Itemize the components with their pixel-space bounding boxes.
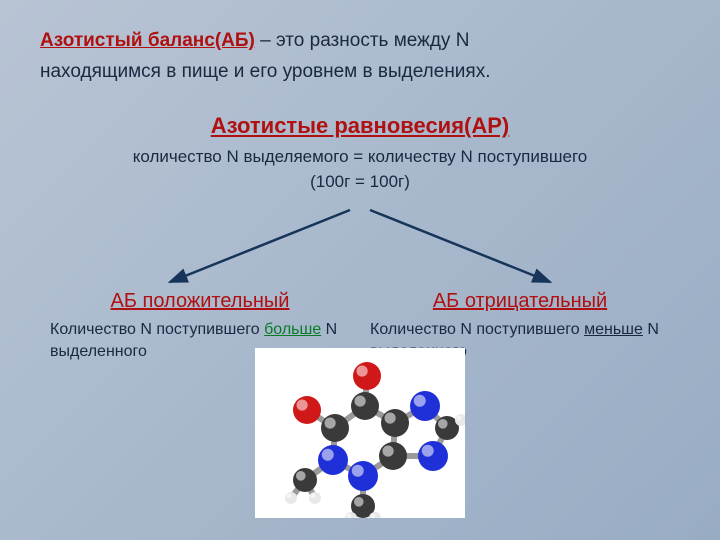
- positive-pre: Количество N поступившего: [50, 321, 264, 338]
- atom-n: [318, 445, 348, 475]
- atom-n: [418, 441, 448, 471]
- atom-c: [381, 409, 409, 437]
- atom-h: [285, 492, 297, 504]
- atom-c: [379, 442, 407, 470]
- positive-accent: больше: [264, 321, 321, 338]
- definition-line-2: находящимся в пище и его уровнем в выдел…: [40, 59, 680, 86]
- atom-n: [410, 391, 440, 421]
- equilibrium-line-1: количество N выделяемого = количеству N …: [40, 145, 680, 170]
- molecule-diagram: [255, 348, 465, 518]
- atom-c: [351, 392, 379, 420]
- term-ab: Азотистый баланс(АБ): [40, 30, 255, 51]
- equilibrium-line-2: (100г = 100г): [40, 170, 680, 195]
- arrow-left: [170, 210, 350, 282]
- atom-c: [321, 414, 349, 442]
- atom-o: [293, 396, 321, 424]
- equilibrium-title: Азотистые равновесия(АР): [40, 113, 680, 139]
- atom-h: [309, 492, 321, 504]
- definition-line-1: Азотистый баланс(АБ) – это разность межд…: [40, 28, 680, 55]
- arrow-right: [370, 210, 550, 282]
- atom-n: [348, 461, 378, 491]
- branch-arrows: [40, 204, 680, 294]
- atom-ch3: [293, 468, 317, 492]
- definition-rest-1: – это разность между N: [255, 30, 470, 51]
- atom-o: [353, 362, 381, 390]
- negative-pre: Количество N поступившего: [370, 321, 584, 338]
- negative-accent: меньше: [584, 321, 643, 338]
